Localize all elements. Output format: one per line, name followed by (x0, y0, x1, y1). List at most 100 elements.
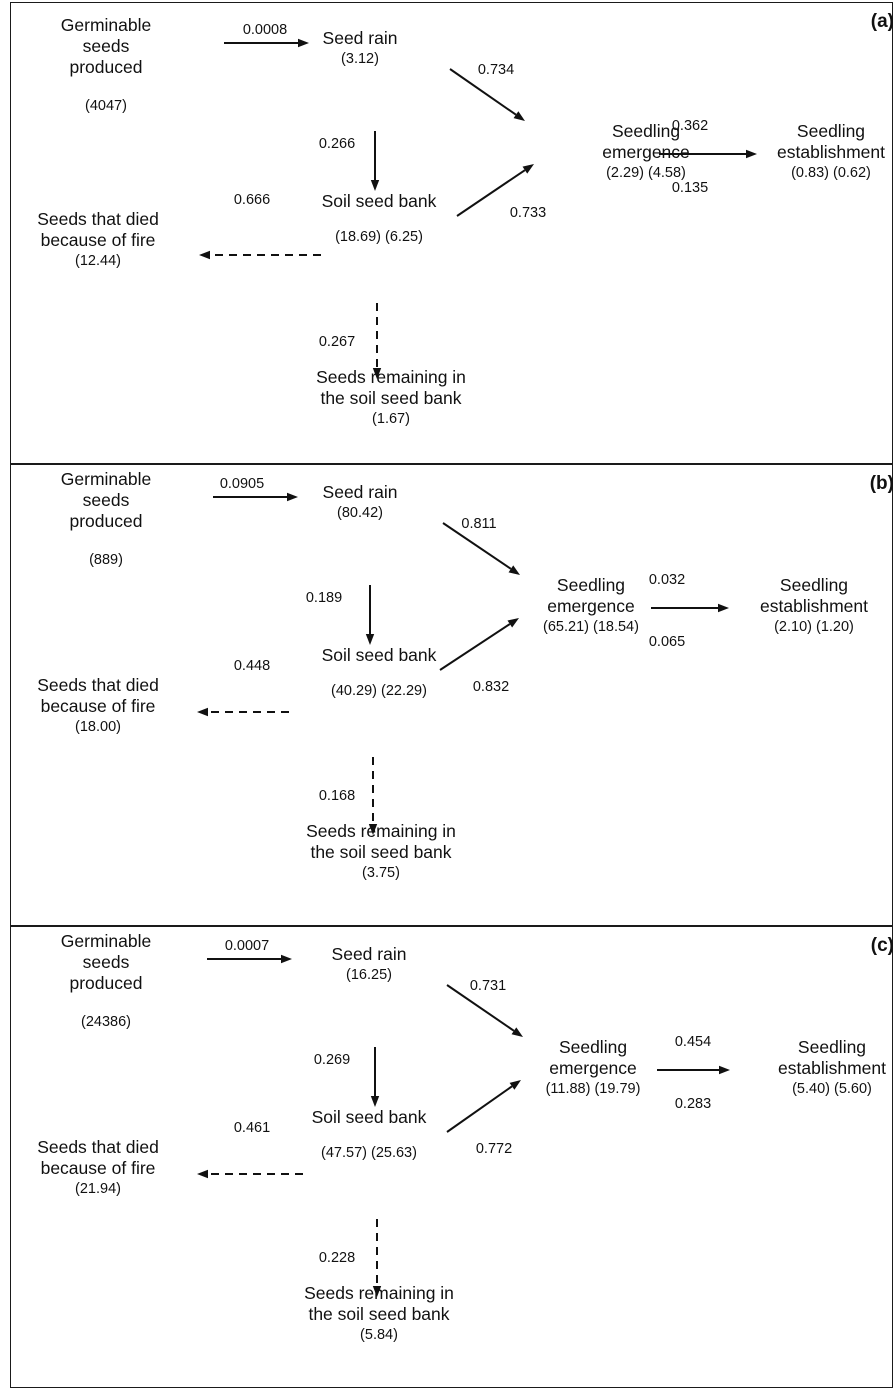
rate-bank-to-fire-death: 0.448 (233, 658, 271, 674)
node-seed-rain-line-2: (80.42) (337, 505, 383, 521)
rate-bank-to-fire-death: 0.461 (233, 1120, 271, 1136)
rate-germinable-to-rain: 0.0008 (242, 22, 288, 38)
node-seeds-remaining: Seeds remaining in the soil seed bank (1.6… (316, 367, 466, 428)
rate-rain-to-bank: 0.266 (318, 136, 356, 152)
arrows-layer (197, 492, 729, 835)
arrow-soil-bank-to-fire-death-head (197, 707, 208, 717)
node-germinable-seeds-line-3: produced (69, 57, 143, 77)
node-seed-rain: Seed rain (16.25) (332, 944, 407, 984)
node-germinable-seeds: Germinable seeds produced (61, 931, 151, 994)
arrow-soil-bank-to-fire-death (197, 707, 289, 717)
arrow-germinable-to-seed-rain-head (287, 492, 298, 502)
node-seedling-emergence-line-1: Seedling (611, 121, 681, 141)
panel-a: (a) Germinable seeds produced (4047) Seed rai… (10, 2, 894, 464)
node-seeds-remaining-line-2: the soil seed bank (320, 388, 462, 408)
node-seedling-emergence-line-1: Seedling (558, 1037, 628, 1057)
arrow-seed-rain-to-emergence (446, 984, 523, 1037)
node-seed-rain: Seed rain (3.12) (323, 28, 398, 68)
arrow-soil-bank-to-remaining (372, 303, 382, 379)
node-seeds-died-fire-line-2: because of fire (40, 696, 156, 716)
node-seeds-remaining-line-3: (3.75) (362, 865, 400, 881)
arrow-seed-rain-to-emergence-head (513, 111, 525, 121)
node-seedling-establishment-line-3: (0.83) (0.62) (791, 165, 871, 181)
node-seeds-died-fire-line-3: (21.94) (75, 1181, 121, 1197)
node-seedling-emergence: Seedling emergence (2.29) (4.58) (602, 121, 690, 182)
rate-emergence-to-establishment-bottom: 0.283 (674, 1096, 712, 1112)
node-seedling-emergence-line-3: (11.88) (19.79) (545, 1081, 641, 1097)
arrow-soil-bank-to-emergence-head (507, 618, 519, 628)
node-soil-seed-bank: Soil seed bank (321, 191, 437, 211)
arrow-soil-bank-to-emergence-head (522, 164, 534, 174)
arrow-emergence-to-establishment (651, 603, 729, 613)
arrow-soil-bank-to-fire-death-head (197, 1169, 208, 1179)
rate-emergence-to-establishment-top: 0.362 (671, 118, 709, 134)
node-seeds-died-fire-line-3: (12.44) (75, 253, 121, 269)
node-germinable-seeds-line-3: produced (69, 511, 143, 531)
arrow-emergence-to-establishment (657, 1065, 730, 1075)
node-seedling-establishment: Seedling establishment (0.83) (0.62) (777, 121, 885, 182)
arrow-seed-rain-to-soil-bank-head (370, 180, 380, 191)
node-seedling-establishment-line-1: Seedling (779, 575, 849, 595)
arrow-germinable-to-seed-rain (213, 492, 298, 502)
node-seed-rain: Seed rain (80.42) (323, 482, 398, 522)
arrow-seed-rain-to-emergence-head (511, 1027, 523, 1037)
arrow-soil-bank-to-emergence (456, 164, 534, 217)
rate-rain-to-bank: 0.269 (313, 1052, 351, 1068)
node-seed-rain-line-1: Seed rain (322, 28, 398, 48)
node-seedling-emergence: Seedling emergence (65.21) (18.54) (543, 575, 639, 636)
node-seeds-remaining-line-1: Seeds remaining in (316, 367, 466, 387)
node-seeds-remaining: Seeds remaining in the soil seed bank (3.7… (306, 821, 456, 882)
panel-c: (c) Germinable seeds produced (24386) Seed ra… (10, 926, 894, 1388)
node-seed-rain-line-2: (16.25) (346, 967, 392, 983)
rate-rain-to-bank: 0.189 (305, 590, 343, 606)
rate-bank-to-fire-death: 0.666 (233, 192, 271, 208)
arrow-soil-bank-to-remaining (368, 757, 378, 835)
arrow-soil-bank-to-emergence (439, 618, 519, 671)
panel-b: (b) Germinable seeds produced (889) Seed rain… (10, 464, 894, 926)
panel-label: (c) (870, 935, 894, 956)
arrow-soil-bank-to-fire-death (197, 1169, 303, 1179)
panel-label: (a) (870, 11, 894, 32)
node-germinable-seeds-line-2: seeds (82, 36, 130, 56)
arrow-soil-bank-to-remaining-head (372, 368, 382, 379)
node-seeds-remaining: Seeds remaining in the soil seed bank (5.8… (304, 1283, 454, 1344)
arrow-emergence-to-establishment-head (718, 603, 729, 613)
arrow-emergence-to-establishment (659, 149, 757, 159)
arrow-soil-bank-to-remaining-head (372, 1286, 382, 1297)
node-germinable-seeds-line-1: Germinable (60, 469, 152, 489)
rate-bank-to-remaining: 0.228 (318, 1250, 356, 1266)
rate-germinable-to-rain: 0.0905 (219, 476, 265, 492)
rate-emergence-to-establishment-top: 0.032 (648, 572, 686, 588)
node-seedling-establishment-line-2: establishment (777, 142, 885, 162)
arrow-soil-bank-to-emergence-head (509, 1080, 521, 1090)
arrow-seed-rain-to-emergence (449, 68, 525, 121)
arrow-soil-bank-to-fire-death (199, 250, 321, 260)
node-seeds-remaining-line-2: the soil seed bank (310, 842, 452, 862)
node-seeds-remaining-line-1: Seeds remaining in (304, 1283, 454, 1303)
arrow-germinable-to-seed-rain (207, 954, 292, 964)
node-seeds-remaining-line-2: the soil seed bank (308, 1304, 450, 1324)
node-germinable-seeds-line-1: Germinable (60, 931, 152, 951)
rate-bank-to-emergence: 0.772 (475, 1141, 513, 1157)
arrow-soil-bank-to-fire-death-head (199, 250, 210, 260)
node-seedling-emergence-line-2: emergence (602, 142, 690, 162)
rate-bank-to-emergence: 0.832 (472, 679, 510, 695)
node-seedling-emergence-line-2: emergence (549, 1058, 637, 1078)
rate-bank-to-remaining: 0.168 (318, 788, 356, 804)
node-germinable-seeds: Germinable seeds produced (61, 469, 151, 532)
arrow-germinable-to-seed-rain-head (281, 954, 292, 964)
node-soil-seed-bank-value: (47.57) (25.63) (321, 1145, 417, 1161)
arrow-seed-rain-to-soil-bank (370, 1047, 380, 1107)
arrow-seed-rain-to-soil-bank (370, 131, 380, 191)
rate-rain-to-emergence: 0.734 (477, 62, 515, 78)
node-seedling-emergence-line-3: (65.21) (18.54) (543, 619, 639, 635)
node-seedling-emergence-line-1: Seedling (556, 575, 626, 595)
arrow-emergence-to-establishment-head (719, 1065, 730, 1075)
rate-rain-to-emergence: 0.731 (469, 978, 507, 994)
node-seedling-establishment-line-3: (5.40) (5.60) (792, 1081, 872, 1097)
node-seedling-emergence-line-2: emergence (547, 596, 635, 616)
node-germinable-seeds-line-2: seeds (82, 490, 130, 510)
arrow-soil-bank-to-emergence (446, 1080, 521, 1133)
node-seedling-establishment-line-3: (2.10) (1.20) (774, 619, 854, 635)
node-seeds-died-fire-line-1: Seeds that died (37, 675, 159, 695)
